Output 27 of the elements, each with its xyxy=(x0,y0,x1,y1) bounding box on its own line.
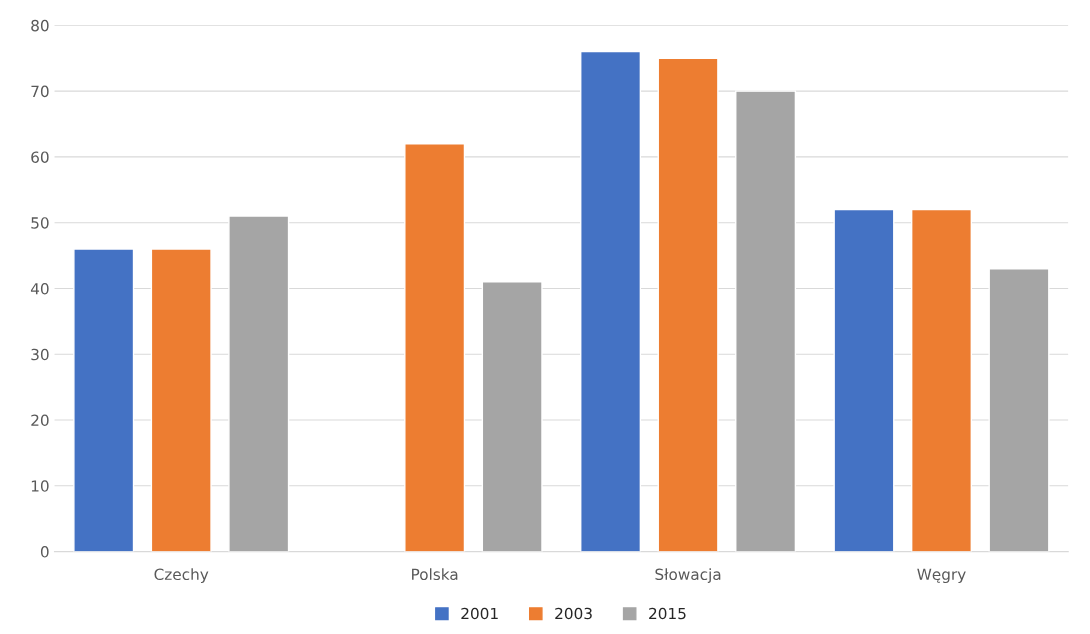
x-tick-label: Słowacja xyxy=(655,568,721,584)
bar xyxy=(150,248,212,552)
bar xyxy=(910,208,972,552)
legend-label: 2003 xyxy=(555,607,592,620)
x-tick-label: Czechy xyxy=(154,568,209,584)
bar xyxy=(833,208,895,552)
x-tick-label: Polska xyxy=(412,568,458,581)
bar xyxy=(73,248,135,552)
legend-label: 2001 xyxy=(461,607,498,620)
bar xyxy=(988,268,1050,552)
y-tick-label: 0 xyxy=(40,546,49,558)
y-tick-label: 20 xyxy=(31,414,49,427)
bar xyxy=(580,50,642,552)
bar xyxy=(404,143,466,552)
legend-label: 2015 xyxy=(649,607,686,620)
y-tick-label: 30 xyxy=(31,348,49,361)
bar xyxy=(228,215,290,552)
y-tick-label: 70 xyxy=(31,85,49,98)
y-tick-label: 80 xyxy=(31,19,49,32)
y-tick-label: 40 xyxy=(30,282,49,295)
x-tick-label: Węgry xyxy=(917,568,966,584)
bar xyxy=(481,281,543,552)
bar xyxy=(657,57,719,552)
y-tick-label: 50 xyxy=(31,217,49,229)
bar xyxy=(735,90,797,552)
y-tick-label: 10 xyxy=(31,480,49,492)
y-tick-label: 60 xyxy=(31,151,49,163)
